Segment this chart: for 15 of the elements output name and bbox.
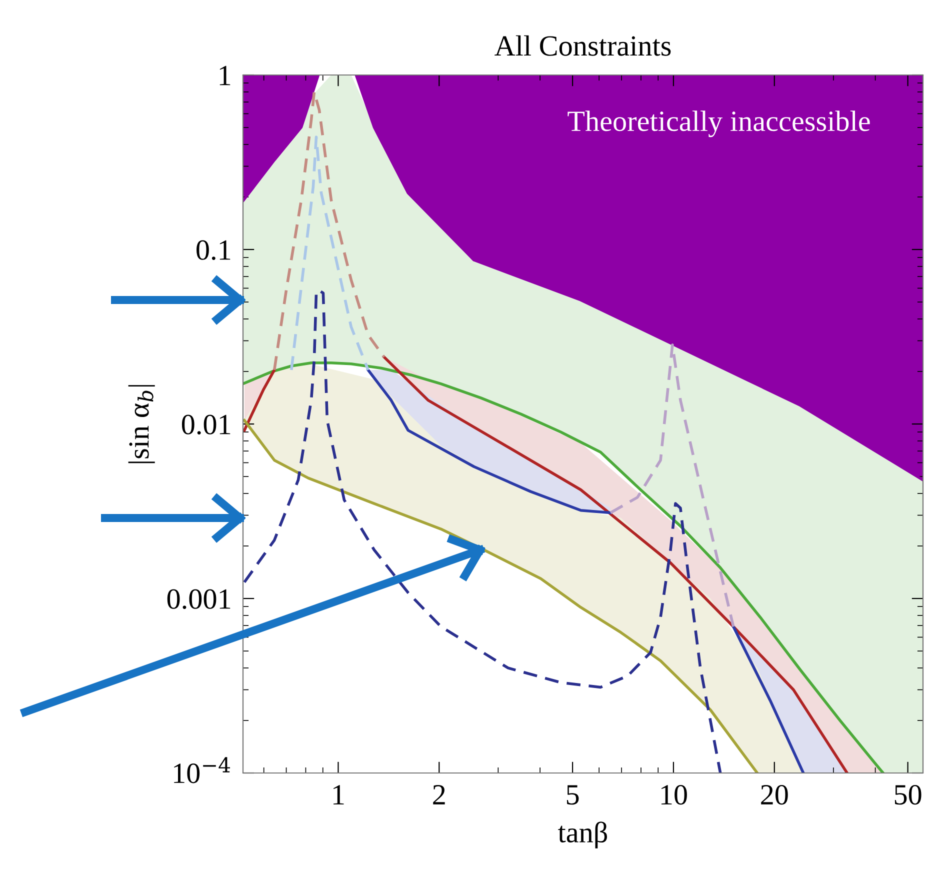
chart-title: All Constraints [494,35,671,56]
y-tick-label: 0.001 [167,589,230,610]
x-axis-title: tanβ [558,822,607,848]
x-tick-label: 20 [761,784,788,805]
x-tick-label: 2 [433,785,445,804]
y-axis-title: |sin α$_{b}$| [128,385,155,464]
x-tick-label: 10 [661,784,687,805]
x-tick-label: 1 [333,785,344,804]
y-tick-label: 1 [220,66,230,86]
y-tick-label: 10$^{−4}$ [174,757,230,784]
x-tick-label: 5 [566,785,579,805]
x-tick-label: 50 [894,784,922,805]
y-tick-label: 0.01 [182,414,230,435]
annotation: Theoretically inaccessible [568,110,870,138]
y-tick-label: 0.1 [196,240,230,260]
